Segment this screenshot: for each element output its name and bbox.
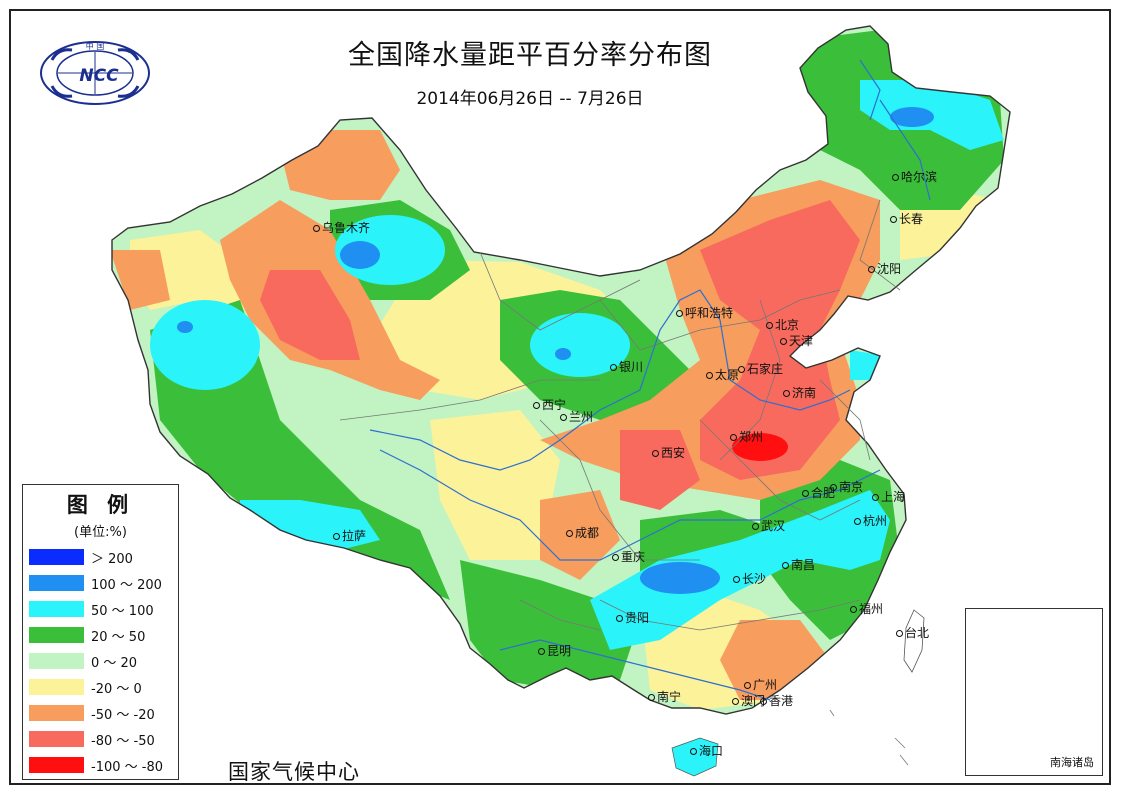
city-dot-icon — [830, 484, 837, 491]
legend-swatch — [29, 627, 84, 643]
logo-text: NCC — [79, 66, 119, 86]
city-label: 天津 — [780, 332, 813, 349]
city-label: 西宁 — [533, 396, 566, 413]
south-china-sea-inset: 南海诸岛 — [965, 608, 1103, 776]
city-dot-icon — [782, 562, 789, 569]
city-label: 沈阳 — [868, 260, 901, 277]
city-label: 南昌 — [782, 556, 815, 573]
city-dot-icon — [560, 414, 567, 421]
legend-swatch — [29, 757, 84, 773]
city-dot-icon — [612, 554, 619, 561]
city-label: 澳门 — [732, 692, 765, 709]
city-label: 南宁 — [648, 688, 681, 705]
legend-title: 图 例 — [66, 493, 135, 517]
city-dot-icon — [872, 494, 879, 501]
city-label: 郑州 — [730, 428, 763, 445]
city-label: 银川 — [610, 358, 643, 375]
legend-item: ＞ 200 — [29, 547, 177, 567]
city-label: 武汉 — [752, 517, 785, 534]
legend-swatch — [29, 705, 84, 721]
legend-item: 20 ～ 50 — [29, 625, 177, 645]
legend-swatch — [29, 549, 84, 565]
city-label: 呼和浩特 — [676, 304, 733, 321]
city-dot-icon — [648, 694, 655, 701]
ncc-logo: NCC 中 国 — [40, 41, 150, 105]
city-dot-icon — [896, 630, 903, 637]
logo-arc-text: 中 国 — [86, 41, 105, 51]
city-label: 乌鲁木齐 — [313, 219, 370, 236]
city-label: 北京 — [766, 316, 799, 333]
city-dot-icon — [610, 364, 617, 371]
city-label: 兰州 — [560, 408, 593, 425]
city-dot-icon — [766, 322, 773, 329]
city-dot-icon — [760, 698, 767, 705]
city-dot-icon — [690, 748, 697, 755]
city-label: 昆明 — [538, 642, 571, 659]
city-dot-icon — [868, 266, 875, 273]
city-label: 重庆 — [612, 548, 645, 565]
legend-item: -100 ～ -80 — [29, 755, 177, 775]
legend-item: -80 ～ -50 — [29, 729, 177, 749]
city-dot-icon — [732, 698, 739, 705]
city-dot-icon — [738, 366, 745, 373]
legend-swatch — [29, 575, 84, 591]
city-label: 成都 — [566, 524, 599, 541]
city-dot-icon — [783, 390, 790, 397]
city-dot-icon — [538, 648, 545, 655]
city-dot-icon — [744, 682, 751, 689]
legend-swatch — [29, 679, 84, 695]
city-label: 海口 — [690, 742, 723, 759]
city-label: 长春 — [890, 210, 923, 227]
legend: 图 例 (单位:%) ＞ 200 100 ～ 200 50 ～ 100 20 ～… — [22, 484, 179, 780]
city-dot-icon — [652, 450, 659, 457]
city-label: 南京 — [830, 478, 863, 495]
city-label: 福州 — [850, 600, 883, 617]
city-label: 香港 — [760, 692, 793, 709]
city-label: 哈尔滨 — [892, 168, 937, 185]
legend-item: 50 ～ 100 — [29, 599, 177, 619]
city-label: 石家庄 — [738, 360, 783, 377]
city-dot-icon — [730, 434, 737, 441]
city-label: 杭州 — [854, 512, 887, 529]
city-dot-icon — [533, 402, 540, 409]
city-dot-icon — [313, 225, 320, 232]
city-dot-icon — [676, 310, 683, 317]
city-label: 拉萨 — [333, 527, 366, 544]
city-dot-icon — [733, 576, 740, 583]
city-dot-icon — [854, 518, 861, 525]
legend-swatch — [29, 731, 84, 747]
legend-swatch — [29, 601, 84, 617]
city-label: 长沙 — [733, 570, 766, 587]
city-label: 济南 — [783, 384, 816, 401]
city-dot-icon — [752, 523, 759, 530]
city-dot-icon — [333, 533, 340, 540]
city-dot-icon — [566, 530, 573, 537]
city-label: 太原 — [706, 366, 739, 383]
legend-item: -20 ～ 0 — [29, 677, 177, 697]
city-dot-icon — [780, 338, 787, 345]
city-dot-icon — [706, 372, 713, 379]
map-subtitle: 2014年06月26日 -- 7月26日 — [416, 89, 644, 109]
city-label: 台北 — [896, 624, 929, 641]
legend-item: 0 ～ 20 — [29, 651, 177, 671]
organization-label: 国家气候中心 — [228, 760, 360, 784]
city-label: 西安 — [652, 444, 685, 461]
inset-label: 南海诸岛 — [1050, 756, 1094, 769]
city-label: 贵阳 — [616, 609, 649, 626]
city-label: 合肥 — [802, 484, 835, 501]
city-label: 广州 — [744, 676, 777, 693]
city-dot-icon — [802, 490, 809, 497]
city-label: 上海 — [872, 488, 905, 505]
city-dot-icon — [890, 216, 897, 223]
legend-swatch — [29, 653, 84, 669]
legend-unit: (单位:%) — [74, 525, 127, 540]
city-dot-icon — [850, 606, 857, 613]
city-dot-icon — [616, 615, 623, 622]
legend-item: -50 ～ -20 — [29, 703, 177, 723]
map-title: 全国降水量距平百分率分布图 — [348, 40, 712, 71]
city-dot-icon — [892, 174, 899, 181]
legend-item: 100 ～ 200 — [29, 573, 177, 593]
